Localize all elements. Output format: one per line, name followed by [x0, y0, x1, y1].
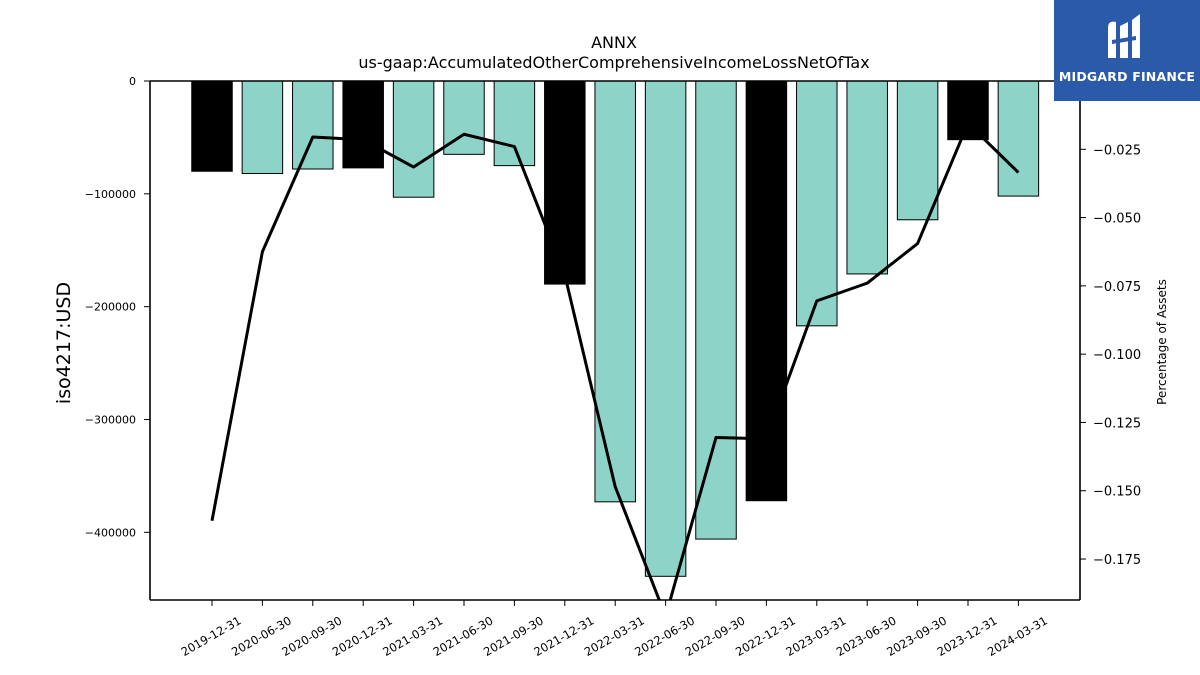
bar-2021-09-30 — [493, 80, 536, 167]
y2-tick-label: −0.050 — [1093, 212, 1141, 227]
logo-mark-icon — [1108, 14, 1140, 59]
logo-text: MIDGARD FINANCE — [1058, 69, 1196, 84]
bar-2023-12-31 — [947, 80, 989, 141]
y-tick-label: −100000 — [85, 188, 136, 201]
y2-axis-label: Percentage of Assets — [1155, 279, 1169, 405]
y2-tick-label: −0.025 — [1093, 143, 1141, 158]
chart-title: ANNX — [591, 33, 637, 52]
bar-2022-09-30 — [695, 80, 737, 540]
y-axis-label: iso4217:USD — [53, 282, 75, 404]
percentage-of-assets-line — [210, 121, 1020, 600]
bar-2021-03-31 — [392, 80, 435, 198]
bar-2022-12-31 — [745, 80, 788, 502]
bar-2022-03-31 — [594, 80, 636, 503]
y2-tick-label: −0.075 — [1093, 280, 1141, 295]
y-tick-label: −400000 — [85, 526, 136, 539]
bar-2023-09-30 — [896, 80, 939, 221]
bar-2024-03-31 — [997, 80, 1040, 197]
y-tick-label: −300000 — [85, 413, 136, 426]
bar-2020-12-31 — [342, 80, 384, 169]
bar-2019-12-31 — [191, 80, 233, 172]
line-layer — [210, 121, 1020, 600]
bar-2021-12-31 — [544, 80, 586, 285]
y2-tick-label: −0.100 — [1093, 348, 1141, 363]
y-tick-label: −200000 — [85, 301, 136, 314]
y2-tick-label: −0.150 — [1093, 485, 1141, 500]
y2-tick-label: −0.175 — [1093, 553, 1141, 568]
bars-layer — [191, 80, 1040, 577]
bar-2023-06-30 — [846, 80, 888, 275]
bar-2020-09-30 — [292, 80, 334, 170]
y-tick-label: 0 — [129, 75, 136, 88]
chart-subtitle: us-gaap:AccumulatedOtherComprehensiveInc… — [358, 53, 869, 72]
bar-2020-06-30 — [241, 80, 284, 175]
brand-logo: MIDGARD FINANCE — [1054, 0, 1200, 101]
y2-tick-label: −0.125 — [1093, 416, 1141, 431]
bar-2022-06-30 — [644, 80, 687, 577]
bar-2023-03-31 — [796, 80, 838, 327]
